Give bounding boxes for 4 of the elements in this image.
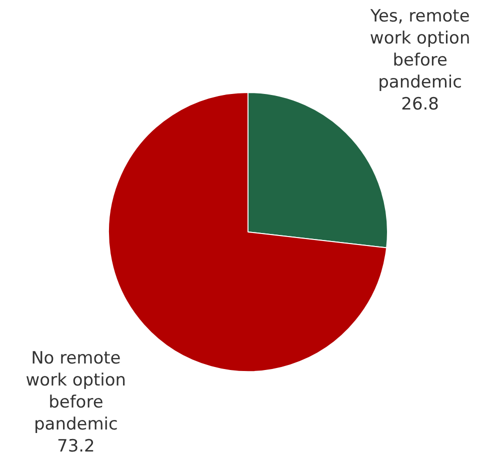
data-label: 26.8 [401, 94, 440, 114]
slice-label: Yes, remote work option before pandemic [369, 6, 470, 92]
data-label: 73.2 [56, 436, 95, 457]
slice-label: No remote work option before pandemic [26, 348, 126, 435]
